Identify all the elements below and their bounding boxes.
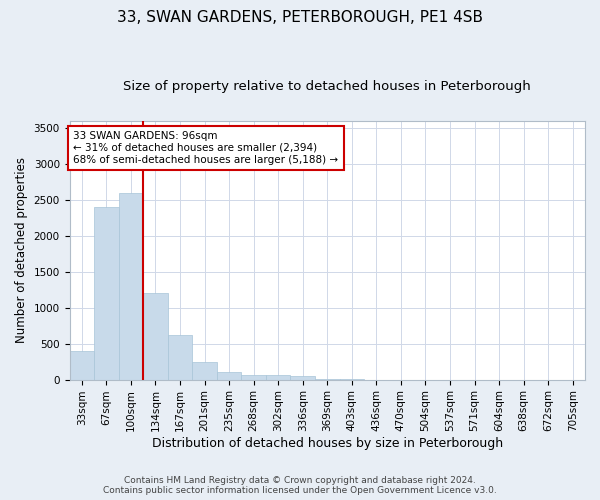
Bar	[217, 372, 241, 380]
Bar	[143, 293, 168, 380]
Bar	[94, 207, 119, 380]
Text: 33, SWAN GARDENS, PETERBOROUGH, PE1 4SB: 33, SWAN GARDENS, PETERBOROUGH, PE1 4SB	[117, 10, 483, 25]
Bar	[70, 351, 94, 380]
Title: Size of property relative to detached houses in Peterborough: Size of property relative to detached ho…	[124, 80, 531, 93]
Bar	[266, 376, 290, 380]
Bar	[192, 362, 217, 380]
Bar	[290, 376, 315, 380]
Bar	[168, 335, 192, 380]
Bar	[241, 376, 266, 380]
Text: 33 SWAN GARDENS: 96sqm
← 31% of detached houses are smaller (2,394)
68% of semi-: 33 SWAN GARDENS: 96sqm ← 31% of detached…	[73, 132, 338, 164]
Text: Contains HM Land Registry data © Crown copyright and database right 2024.
Contai: Contains HM Land Registry data © Crown c…	[103, 476, 497, 495]
Bar	[119, 192, 143, 380]
Y-axis label: Number of detached properties: Number of detached properties	[15, 157, 28, 343]
X-axis label: Distribution of detached houses by size in Peterborough: Distribution of detached houses by size …	[152, 437, 503, 450]
Bar	[315, 379, 340, 380]
